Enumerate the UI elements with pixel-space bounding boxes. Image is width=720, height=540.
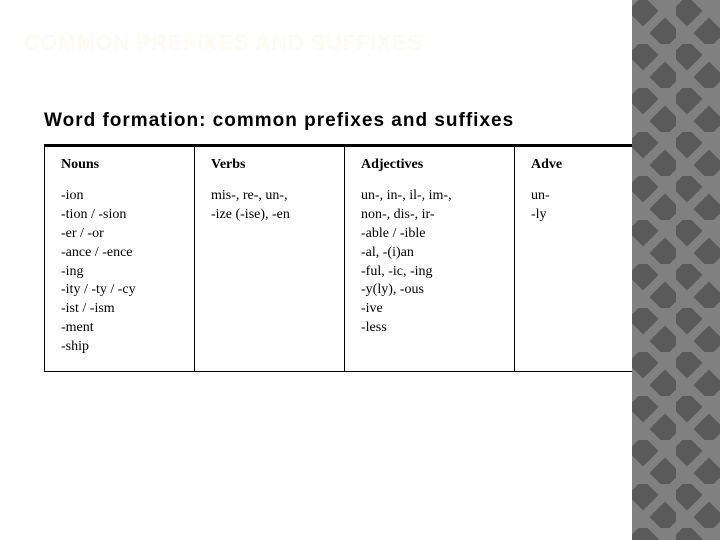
col-header-adverbs: Adve xyxy=(515,146,633,188)
affix-item: un-, in-, il-, im-, xyxy=(361,187,502,206)
affix-item: -ion xyxy=(61,187,182,206)
slide-title: COMMON PREFIXES AND SUFFIXES xyxy=(24,30,422,56)
affix-item: -ship xyxy=(61,338,182,357)
affix-item: -tion / -sion xyxy=(61,206,182,225)
table-heading: Word formation: common prefixes and suff… xyxy=(44,110,632,132)
content-area: Word formation: common prefixes and suff… xyxy=(44,110,632,372)
affix-item: -y(ly), -ous xyxy=(361,281,502,300)
affix-item: non-, dis-, ir- xyxy=(361,206,502,225)
affix-table: Nouns Verbs Adjectives Adve -ion-tion / … xyxy=(44,144,633,372)
affix-item: -ing xyxy=(61,263,182,282)
col-header-verbs: Verbs xyxy=(195,146,345,188)
table-body-row: -ion-tion / -sion-er / -or-ance / -ence-… xyxy=(45,187,633,372)
affix-item: mis-, re-, un-, xyxy=(211,187,332,206)
affix-item: -ity / -ty / -cy xyxy=(61,281,182,300)
decorative-pattern xyxy=(632,0,720,540)
cell-adverbs: un--ly xyxy=(515,187,633,372)
cell-adjectives: un-, in-, il-, im-,non-, dis-, ir--able … xyxy=(345,187,515,372)
affix-item: un- xyxy=(531,187,620,206)
col-header-adjectives: Adjectives xyxy=(345,146,515,188)
col-header-nouns: Nouns xyxy=(45,146,195,188)
affix-item: -ance / -ence xyxy=(61,244,182,263)
affix-item: -ly xyxy=(531,206,620,225)
affix-item: -ist / -ism xyxy=(61,300,182,319)
table-header-row: Nouns Verbs Adjectives Adve xyxy=(45,146,633,188)
affix-item: -less xyxy=(361,319,502,338)
affix-item: -ful, -ic, -ing xyxy=(361,263,502,282)
cell-verbs: mis-, re-, un-,-ize (-ise), -en xyxy=(195,187,345,372)
affix-item: -able / -ible xyxy=(361,225,502,244)
cell-nouns: -ion-tion / -sion-er / -or-ance / -ence-… xyxy=(45,187,195,372)
affix-item: -ize (-ise), -en xyxy=(211,206,332,225)
affix-item: -al, -(i)an xyxy=(361,244,502,263)
affix-item: -ment xyxy=(61,319,182,338)
affix-item: -er / -or xyxy=(61,225,182,244)
affix-item: -ive xyxy=(361,300,502,319)
